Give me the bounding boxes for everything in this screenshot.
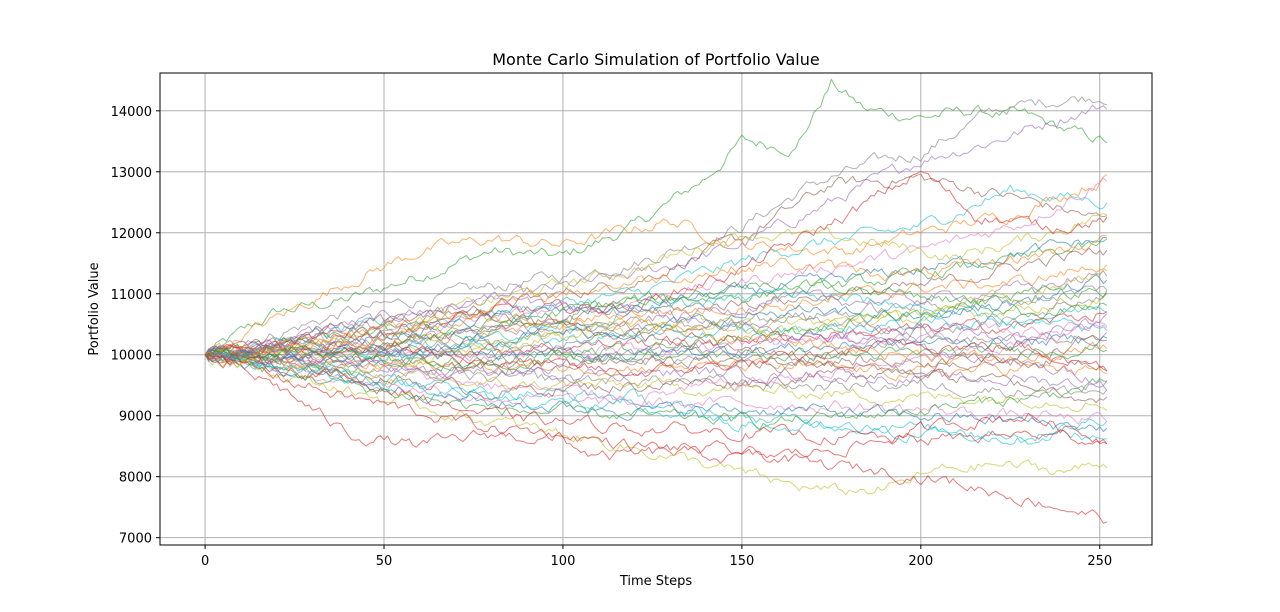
axis-ticks: 0 50 100 150 200 250 7000 8000 9000 10000 11000 120…	[111, 105, 1113, 569]
series-line-23	[204, 354, 1108, 382]
y-axis-label: Portfolio Value	[87, 262, 102, 355]
series-line-1	[204, 78, 1108, 356]
x-tick-label: 50	[376, 554, 393, 569]
y-tick-label: 12000	[111, 227, 152, 242]
y-tick-label: 9000	[119, 410, 152, 425]
series-line-36	[204, 294, 1108, 388]
series-line-50	[205, 285, 1108, 372]
plot-frame	[159, 72, 1153, 546]
series-line-33	[204, 354, 1108, 524]
y-tick-label: 14000	[111, 105, 152, 120]
series-line-13	[204, 266, 1108, 359]
series-layer	[204, 78, 1108, 524]
series-line-31	[204, 354, 1108, 464]
series-line-38	[204, 292, 1108, 374]
y-tick-label: 7000	[119, 532, 152, 547]
x-axis-label: Time Steps	[619, 574, 693, 589]
series-line-26	[204, 348, 1108, 413]
series-line-37	[204, 288, 1108, 375]
series-line-45	[204, 313, 1108, 380]
series-line-48	[204, 312, 1108, 361]
series-line-18	[204, 311, 1108, 365]
series-line-40	[204, 279, 1108, 362]
series-line-14	[204, 270, 1108, 357]
y-tick-label: 13000	[111, 166, 152, 181]
series-line-35	[204, 311, 1108, 365]
series-line-44	[204, 308, 1108, 404]
series-line-42	[204, 338, 1108, 378]
chart-title: Monte Carlo Simulation of Portfolio Valu…	[492, 50, 819, 69]
y-tick-label: 8000	[119, 471, 152, 486]
series-line-6	[205, 184, 1108, 359]
y-tick-label: 10000	[111, 349, 152, 364]
series-line-46	[204, 234, 1108, 359]
series-line-9	[204, 170, 1108, 357]
series-line-32	[204, 354, 1108, 496]
series-line-49	[204, 353, 1108, 446]
x-tick-label: 250	[1087, 554, 1112, 569]
x-tick-label: 200	[908, 554, 933, 569]
series-line-5	[204, 174, 1108, 358]
series-line-24	[204, 348, 1108, 391]
x-tick-label: 150	[729, 554, 754, 569]
y-tick-label: 11000	[111, 288, 152, 303]
series-line-39	[204, 320, 1108, 407]
series-line-43	[204, 264, 1108, 376]
series-line-10	[204, 236, 1107, 360]
x-tick-label: 100	[551, 554, 576, 569]
series-line-25	[204, 351, 1108, 399]
series-line-47	[204, 350, 1107, 444]
series-line-22	[204, 350, 1108, 376]
x-tick-label: 0	[201, 554, 209, 569]
series-line-29	[204, 351, 1108, 432]
